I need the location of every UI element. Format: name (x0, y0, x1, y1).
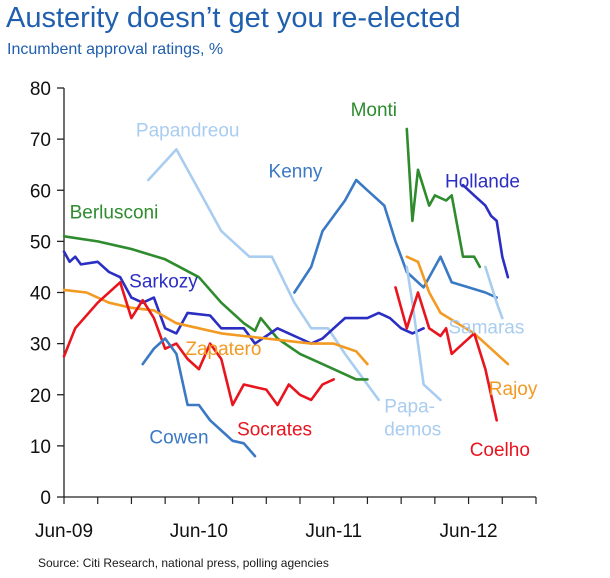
y-tick-label: 60 (30, 181, 51, 202)
series-label-samaras: Samaras (448, 317, 524, 338)
series-label-monti: Monti (351, 100, 397, 121)
series-label-kenny: Kenny (269, 161, 323, 182)
series-label-cowen: Cowen (149, 427, 208, 448)
x-tick-label: Jun-10 (170, 521, 228, 542)
series-line-zapatero (62, 288, 369, 366)
series-line-coelho (394, 286, 498, 422)
series-label-hollande: Hollande (445, 172, 520, 193)
x-axis-ticks: Jun-09 Jun-10 Jun-11 Jun-12 (35, 497, 537, 542)
source-note: Source: Citi Research, national press, p… (38, 556, 329, 570)
series-line-monti (405, 127, 482, 269)
series-line-berlusconi (62, 235, 369, 381)
x-tick-label: Jun-09 (35, 521, 93, 542)
series-line-kenny (293, 178, 498, 299)
series-labels: Papandreou Monti Kenny Hollande Berlusconi Sa… (70, 100, 538, 461)
series-label-papademos: Papa-demos (384, 397, 441, 441)
y-tick-label: 20 (30, 386, 51, 407)
x-tick-label: Jun-11 (305, 521, 362, 542)
series-line-papademos (405, 265, 442, 402)
series-label-socrates: Socrates (237, 420, 312, 441)
series-line-rajoy (405, 255, 510, 366)
series-line-sarkozy (62, 250, 425, 345)
chart-subtitle: Incumbent approval ratings, % (7, 41, 224, 58)
series-line-hollande (461, 183, 510, 279)
x-tick-label: Jun-12 (440, 521, 498, 542)
y-axis-ticks: 0 10 20 30 40 50 60 70 80 (30, 79, 64, 509)
series-label-rajoy: Rajoy (489, 379, 538, 400)
chart-title: Austerity doesn’t get you re-elected (6, 2, 461, 34)
y-tick-label: 70 (30, 130, 51, 151)
series-label-zapatero: Zapatero (185, 339, 261, 360)
series-label-papandreou: Papandreou (136, 121, 240, 142)
y-tick-label: 0 (40, 488, 51, 509)
series-line-cowen (141, 337, 257, 458)
series-label-berlusconi: Berlusconi (70, 202, 159, 223)
series-label-coelho: Coelho (470, 440, 530, 461)
y-tick-label: 50 (30, 232, 51, 253)
y-tick-label: 10 (30, 437, 51, 458)
series-lines (62, 127, 510, 458)
series-label-sarkozy: Sarkozy (129, 271, 198, 292)
series-line-socrates (62, 281, 335, 407)
series-line-samaras (484, 265, 504, 320)
y-tick-label: 30 (30, 335, 51, 356)
y-tick-label: 40 (30, 284, 51, 305)
y-tick-label: 80 (30, 79, 51, 100)
series-line-papandreou (147, 148, 380, 402)
